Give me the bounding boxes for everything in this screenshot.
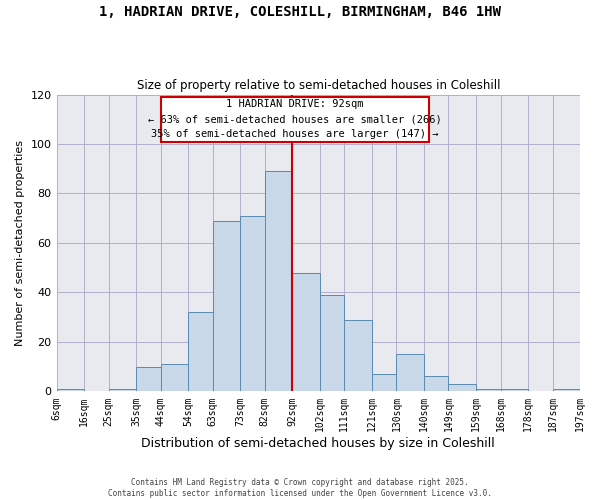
Bar: [292, 272, 320, 392]
Bar: [109, 389, 136, 392]
Title: Size of property relative to semi-detached houses in Coleshill: Size of property relative to semi-detach…: [137, 79, 500, 92]
Bar: [161, 364, 188, 392]
Text: ← 63% of semi-detached houses are smaller (266): ← 63% of semi-detached houses are smalle…: [148, 114, 442, 124]
Bar: [344, 320, 372, 392]
Y-axis label: Number of semi-detached properties: Number of semi-detached properties: [15, 140, 25, 346]
Bar: [213, 220, 240, 392]
Bar: [240, 216, 265, 392]
Bar: [265, 171, 292, 392]
Bar: [476, 389, 500, 392]
Text: 35% of semi-detached houses are larger (147) →: 35% of semi-detached houses are larger (…: [151, 129, 439, 139]
Bar: [320, 295, 344, 392]
Bar: [372, 374, 397, 392]
Bar: [161, 97, 429, 142]
Text: 1, HADRIAN DRIVE, COLESHILL, BIRMINGHAM, B46 1HW: 1, HADRIAN DRIVE, COLESHILL, BIRMINGHAM,…: [99, 5, 501, 19]
X-axis label: Distribution of semi-detached houses by size in Coleshill: Distribution of semi-detached houses by …: [142, 437, 495, 450]
Bar: [553, 389, 580, 392]
Bar: [188, 312, 213, 392]
Text: Contains HM Land Registry data © Crown copyright and database right 2025.
Contai: Contains HM Land Registry data © Crown c…: [108, 478, 492, 498]
Bar: [500, 389, 528, 392]
Bar: [424, 376, 448, 392]
Text: 1 HADRIAN DRIVE: 92sqm: 1 HADRIAN DRIVE: 92sqm: [226, 100, 364, 110]
Bar: [448, 384, 476, 392]
Bar: [56, 389, 84, 392]
Bar: [397, 354, 424, 392]
Bar: [136, 366, 161, 392]
